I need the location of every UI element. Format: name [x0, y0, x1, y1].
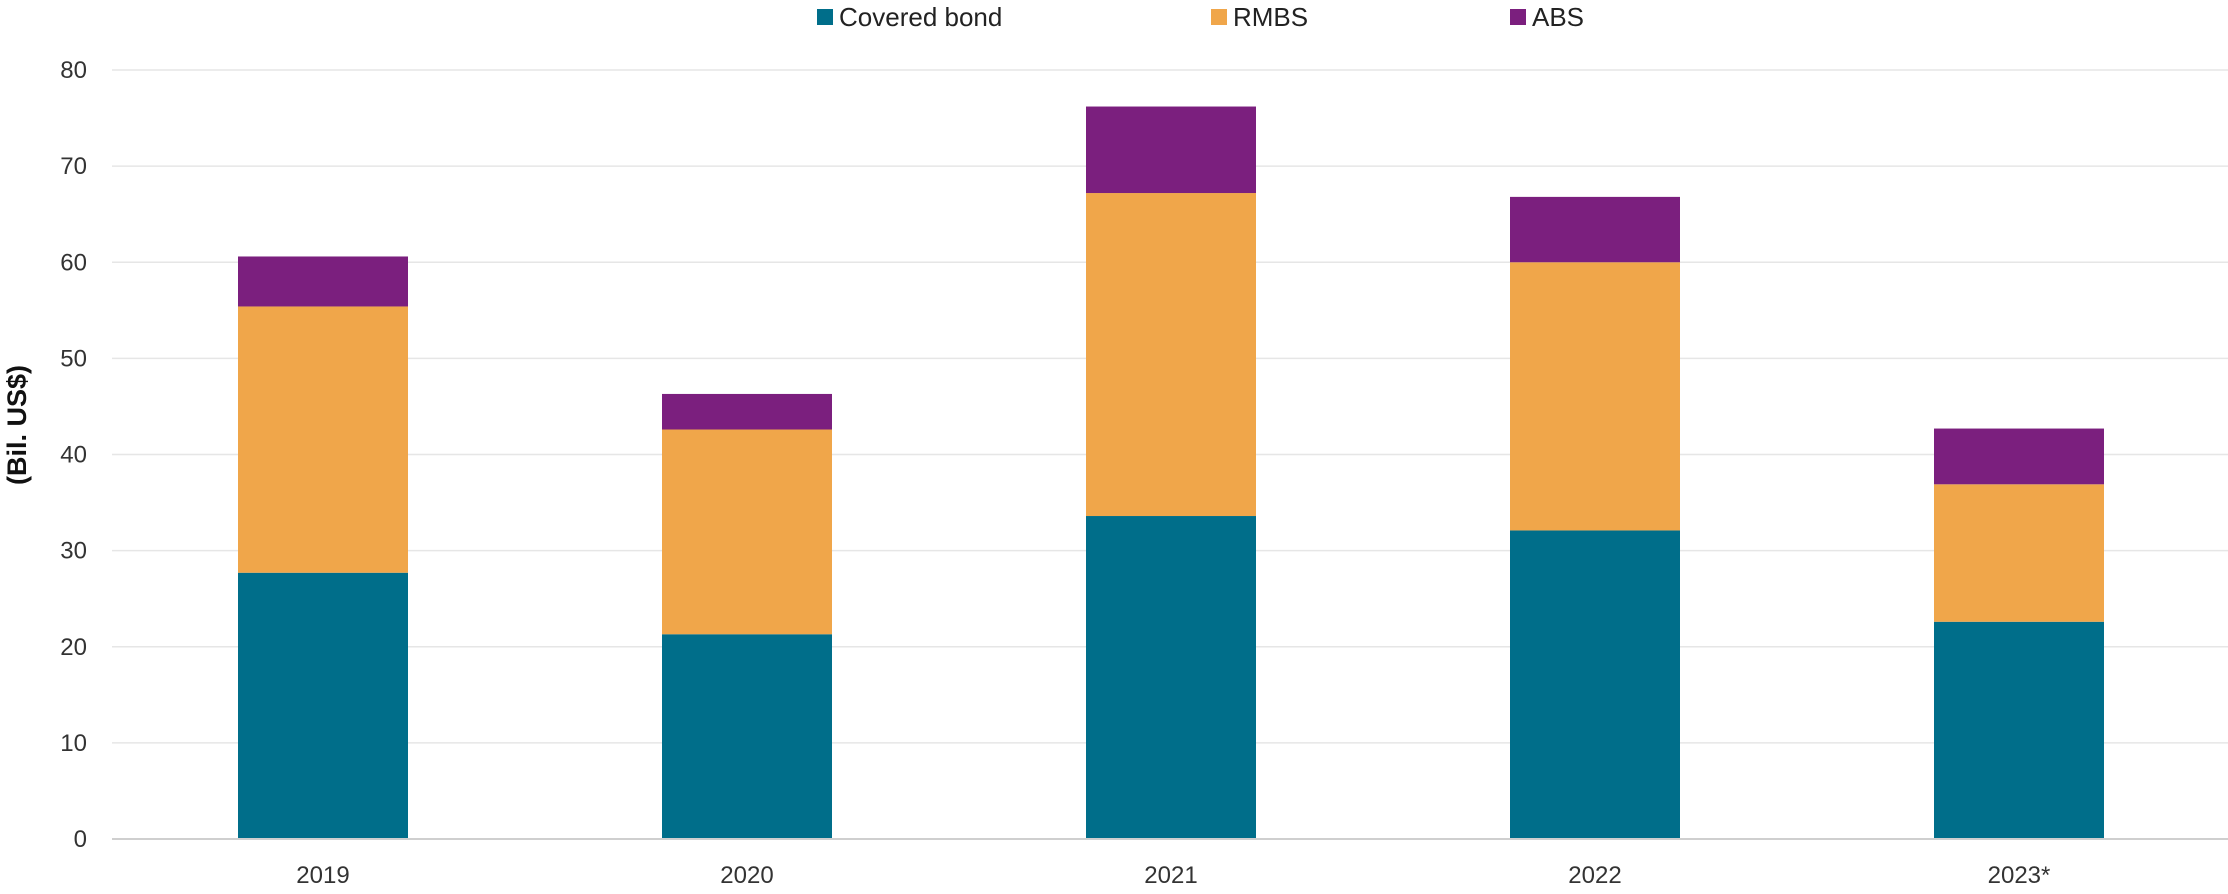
y-tick-label: 80: [60, 57, 87, 84]
x-tick-label: 2023*: [1988, 862, 2051, 889]
legend-item-abs: ABS: [1510, 2, 1584, 32]
x-tick-label: 2019: [296, 862, 349, 889]
legend-swatch: [1211, 9, 1227, 25]
bar-stack: [238, 256, 408, 839]
bar-segment-abs: [1934, 428, 2104, 485]
bar-segment-abs: [1086, 106, 1256, 194]
y-axis-ticks: 0 10 20 30 40 50 60 70 80: [60, 57, 87, 853]
bar-segment-rmbs: [1086, 193, 1256, 517]
y-tick-label: 70: [60, 153, 87, 180]
bar-stack: [1510, 196, 1680, 839]
y-tick-label: 10: [60, 730, 87, 757]
y-axis-label: (Bil. US$): [2, 365, 32, 485]
y-tick-label: 50: [60, 345, 87, 372]
legend-swatch: [1510, 9, 1526, 25]
bar-stack: [1086, 106, 1256, 839]
bar-stack: [1934, 428, 2104, 839]
legend-label: RMBS: [1233, 2, 1308, 32]
x-tick-label: 2022: [1568, 862, 1621, 889]
bar-segment-rmbs: [662, 429, 832, 635]
y-tick-label: 40: [60, 442, 87, 469]
bar-segment-covered-bond: [1510, 530, 1680, 839]
x-tick-label: 2021: [1144, 862, 1197, 889]
y-tick-label: 60: [60, 249, 87, 276]
bar-series: [238, 106, 2104, 839]
legend-label: ABS: [1532, 2, 1584, 32]
legend-item-rmbs: RMBS: [1211, 2, 1308, 32]
legend-swatch: [817, 9, 833, 25]
y-tick-label: 0: [74, 826, 87, 853]
bar-segment-abs: [1510, 196, 1680, 263]
x-axis-ticks: 2019 2020 2021 2022 2023*: [296, 862, 2050, 889]
bar-segment-covered-bond: [1934, 621, 2104, 839]
y-tick-label: 20: [60, 634, 87, 661]
legend-label: Covered bond: [839, 2, 1002, 32]
legend-item-covered-bond: Covered bond: [817, 2, 1002, 32]
bar-segment-rmbs: [1934, 484, 2104, 622]
bar-segment-covered-bond: [238, 572, 408, 839]
x-tick-label: 2020: [720, 862, 773, 889]
bar-segment-covered-bond: [662, 634, 832, 839]
bar-stack: [662, 393, 832, 839]
bar-segment-rmbs: [238, 306, 408, 573]
bar-segment-abs: [238, 256, 408, 307]
bar-segment-covered-bond: [1086, 516, 1256, 839]
bar-segment-abs: [662, 393, 832, 430]
bar-segment-rmbs: [1510, 262, 1680, 531]
chart-legend: Covered bond RMBS ABS: [817, 2, 1584, 32]
y-tick-label: 30: [60, 538, 87, 565]
